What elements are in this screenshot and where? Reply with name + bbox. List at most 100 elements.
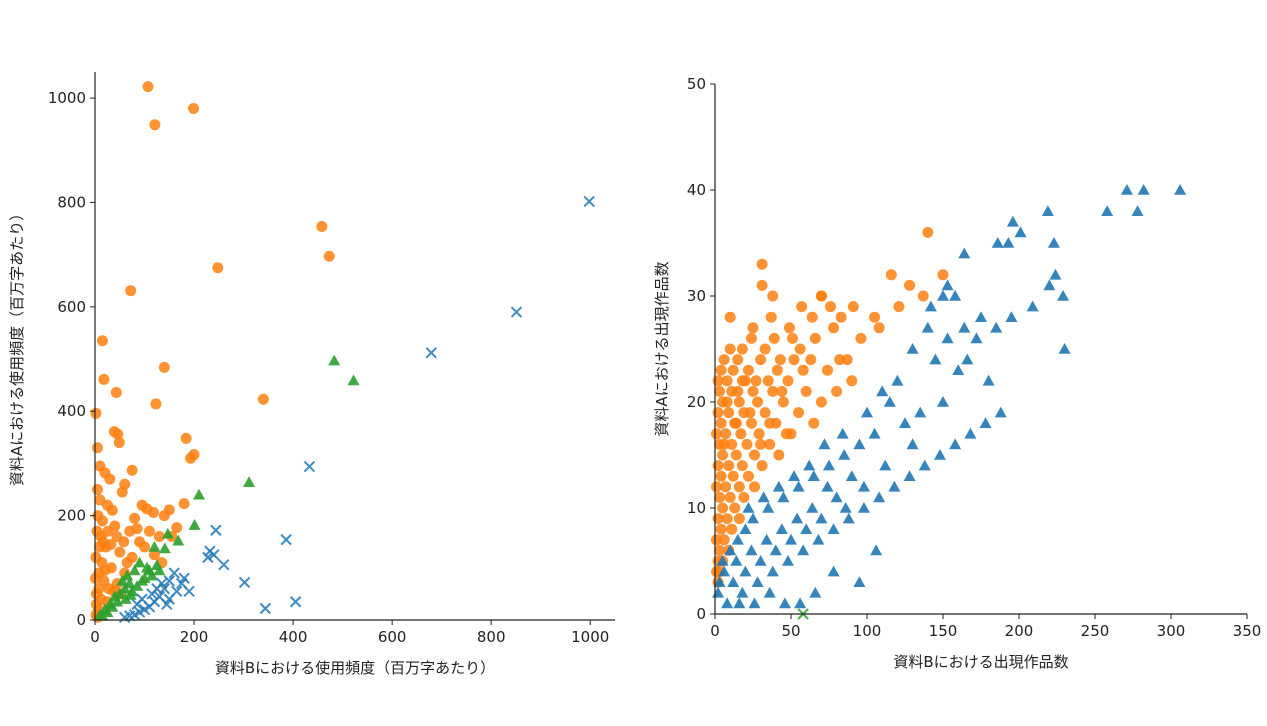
data-point xyxy=(749,449,761,461)
data-point xyxy=(745,417,757,429)
data-point xyxy=(715,523,727,535)
data-point xyxy=(736,375,748,387)
data-point xyxy=(771,364,783,376)
data-point xyxy=(1049,268,1062,280)
data-point xyxy=(1002,237,1015,248)
data-point xyxy=(739,565,752,577)
data-point xyxy=(869,311,881,323)
data-point xyxy=(136,574,149,586)
data-point xyxy=(855,332,867,344)
data-point xyxy=(133,556,146,568)
data-point xyxy=(238,576,251,589)
data-point xyxy=(91,525,103,537)
data-point xyxy=(158,361,170,373)
data-point xyxy=(178,498,190,510)
data-point xyxy=(128,564,141,576)
data-point xyxy=(289,596,302,608)
data-point xyxy=(830,491,843,503)
data-point xyxy=(721,375,733,387)
data-point xyxy=(827,565,840,577)
y-tick-label: 200 xyxy=(57,507,86,525)
y-tick-label: 400 xyxy=(57,402,86,420)
data-point xyxy=(777,396,789,408)
data-point xyxy=(815,290,827,302)
data-point xyxy=(735,428,747,440)
x-tick-label: 100 xyxy=(853,622,882,640)
data-point xyxy=(718,354,730,366)
data-point xyxy=(762,502,775,513)
data-point xyxy=(794,597,807,609)
data-point xyxy=(110,386,122,398)
data-point xyxy=(839,502,852,513)
data-point xyxy=(975,311,987,322)
data-point xyxy=(952,364,965,375)
data-point xyxy=(745,544,758,556)
data-point xyxy=(796,301,808,313)
data-point xyxy=(178,572,190,584)
data-point xyxy=(805,354,817,366)
data-point xyxy=(744,407,756,419)
y-tick-label: 40 xyxy=(687,181,706,199)
data-point xyxy=(990,321,1003,333)
data-point xyxy=(764,417,776,429)
data-point xyxy=(748,597,761,609)
data-point xyxy=(827,523,840,534)
data-point xyxy=(857,480,870,492)
data-point xyxy=(723,407,735,419)
x-tick-label: 350 xyxy=(1233,622,1262,640)
data-point xyxy=(717,449,729,461)
data-point xyxy=(788,470,801,481)
data-point xyxy=(218,558,230,571)
data-point xyxy=(873,491,886,503)
data-point xyxy=(323,250,335,262)
data-point xyxy=(853,576,866,587)
data-point xyxy=(759,343,771,355)
data-point xyxy=(778,597,791,609)
data-point xyxy=(937,396,949,407)
data-point xyxy=(1006,215,1019,227)
data-point xyxy=(98,373,110,385)
data-point xyxy=(316,220,328,232)
data-point xyxy=(775,523,788,534)
data-point xyxy=(149,119,161,131)
data-point xyxy=(780,428,792,440)
data-point xyxy=(714,491,726,503)
data-point xyxy=(733,396,745,408)
data-point xyxy=(783,322,795,334)
data-point xyxy=(90,407,102,419)
y-tick-label: 0 xyxy=(76,611,86,629)
data-point xyxy=(91,442,103,454)
data-point xyxy=(921,321,934,333)
data-point xyxy=(768,332,780,344)
data-point xyxy=(736,343,748,355)
data-point xyxy=(732,385,744,397)
data-point xyxy=(794,343,806,355)
data-point xyxy=(899,417,911,428)
data-point xyxy=(785,533,797,545)
data-point xyxy=(733,597,746,609)
data-point xyxy=(724,491,736,503)
data-point xyxy=(739,523,752,534)
data-point xyxy=(838,449,851,460)
data-point xyxy=(906,343,919,354)
data-point xyxy=(982,374,995,386)
data-point xyxy=(742,470,754,482)
data-point xyxy=(949,438,962,450)
data-point xyxy=(888,480,901,492)
data-point xyxy=(153,530,165,542)
x-tick-label: 300 xyxy=(1157,622,1186,640)
data-point xyxy=(185,452,197,464)
data-point xyxy=(714,544,726,556)
data-point xyxy=(747,512,759,524)
data-point xyxy=(861,406,873,418)
data-point xyxy=(1005,311,1018,322)
data-point xyxy=(114,546,126,558)
data-point xyxy=(846,375,858,387)
data-point xyxy=(171,585,183,598)
data-point xyxy=(885,269,897,281)
data-point xyxy=(180,432,192,444)
data-point xyxy=(970,332,983,344)
data-point xyxy=(131,598,143,611)
data-point xyxy=(96,609,109,621)
data-point xyxy=(172,534,185,546)
